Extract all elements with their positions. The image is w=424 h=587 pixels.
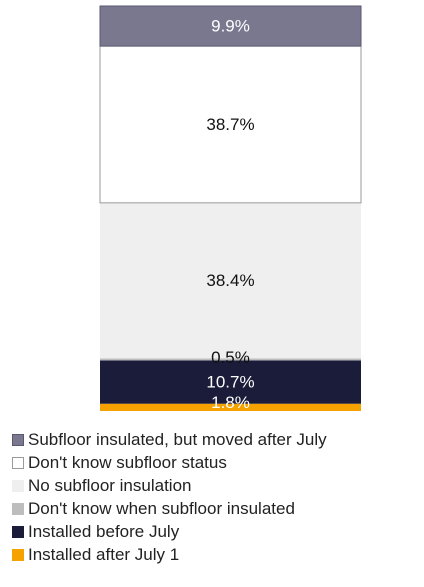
legend-label: Subfloor insulated, but moved after July bbox=[28, 429, 327, 449]
legend-label: Installed after July 1 bbox=[28, 544, 180, 564]
data-label-3: 38.4% bbox=[206, 271, 254, 290]
legend-item-no-insulation: No subfloor insulation bbox=[12, 474, 412, 497]
legend-swatch bbox=[12, 502, 24, 515]
legend-label: Don't know when subfloor insulated bbox=[28, 498, 295, 518]
legend-item-installed-before-july: Installed before July bbox=[12, 520, 412, 543]
data-label-2: 0.5% bbox=[211, 348, 250, 367]
bar-segment-1 bbox=[100, 360, 361, 404]
data-label-5: 9.9% bbox=[211, 17, 250, 36]
stacked-bar bbox=[99, 5, 362, 411]
bar-segment-5 bbox=[99, 5, 362, 47]
bar-segment-2 bbox=[100, 358, 361, 361]
data-label-1: 10.7% bbox=[206, 373, 254, 392]
legend-label: Don't know subfloor status bbox=[28, 452, 227, 472]
legend-item-moved-after-july: Subfloor insulated, but moved after July bbox=[12, 428, 412, 451]
legend-item-dont-know-status: Don't know subfloor status bbox=[12, 451, 412, 474]
legend-swatch bbox=[12, 479, 24, 492]
bar-segment-0 bbox=[100, 403, 361, 411]
legend-swatch bbox=[12, 433, 24, 446]
legend-swatch bbox=[12, 456, 24, 469]
legend-item-installed-after-july: Installed after July 1 bbox=[12, 543, 412, 566]
legend-label: No subfloor insulation bbox=[28, 475, 192, 495]
legend-swatch bbox=[12, 525, 24, 538]
data-label-0: 1.8% bbox=[211, 393, 250, 412]
bar-segment-4 bbox=[99, 45, 362, 204]
legend-swatch bbox=[12, 548, 24, 561]
legend: Subfloor insulated, but moved after July… bbox=[12, 428, 412, 566]
data-labels: 1.8%10.7% 0.5% 38.4% 38.7% 9.9% bbox=[206, 17, 254, 413]
data-label-4: 38.7% bbox=[206, 115, 254, 134]
legend-item-dont-know-when: Don't know when subfloor insulated bbox=[12, 497, 412, 520]
legend-label: Installed before July bbox=[28, 521, 180, 541]
bar-segment-3 bbox=[100, 202, 361, 359]
